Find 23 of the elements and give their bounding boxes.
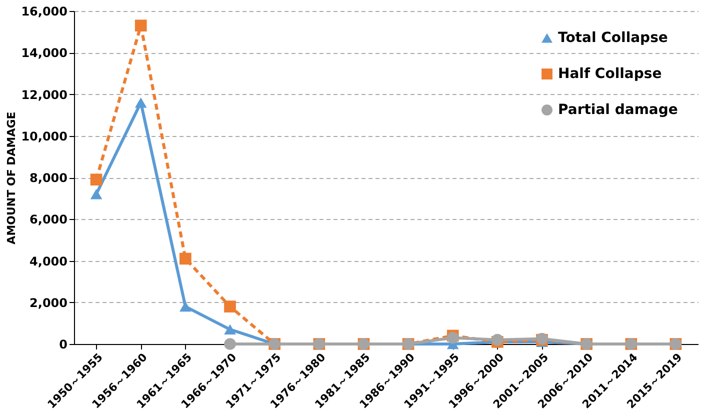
point bbox=[134, 20, 147, 32]
point bbox=[180, 252, 192, 265]
legend-label: Half Collapse bbox=[558, 66, 662, 82]
y-tick-label: 8,000 bbox=[30, 171, 68, 185]
y-tick-label: 2,000 bbox=[30, 296, 68, 310]
y-tick-label: 12,000 bbox=[21, 88, 68, 102]
y-axis-title: AMOUNT OF DAMAGE bbox=[5, 112, 18, 244]
point bbox=[224, 300, 236, 312]
point bbox=[90, 174, 102, 186]
legend-label: Partial damage bbox=[558, 102, 678, 118]
y-tick-label: 0 bbox=[59, 338, 68, 352]
y-tick-label: 14,000 bbox=[21, 46, 68, 60]
point bbox=[224, 324, 236, 335]
point bbox=[224, 338, 236, 350]
point bbox=[90, 189, 102, 200]
point bbox=[134, 97, 147, 108]
y-tick-label: 16,000 bbox=[21, 4, 68, 18]
point bbox=[180, 301, 192, 312]
y-tick-label: 4,000 bbox=[30, 254, 68, 268]
y-tick-label: 6,000 bbox=[30, 212, 68, 227]
point bbox=[492, 334, 504, 346]
legend-label: Total Collapse bbox=[558, 30, 668, 46]
y-tick-label: 10,000 bbox=[21, 129, 68, 144]
